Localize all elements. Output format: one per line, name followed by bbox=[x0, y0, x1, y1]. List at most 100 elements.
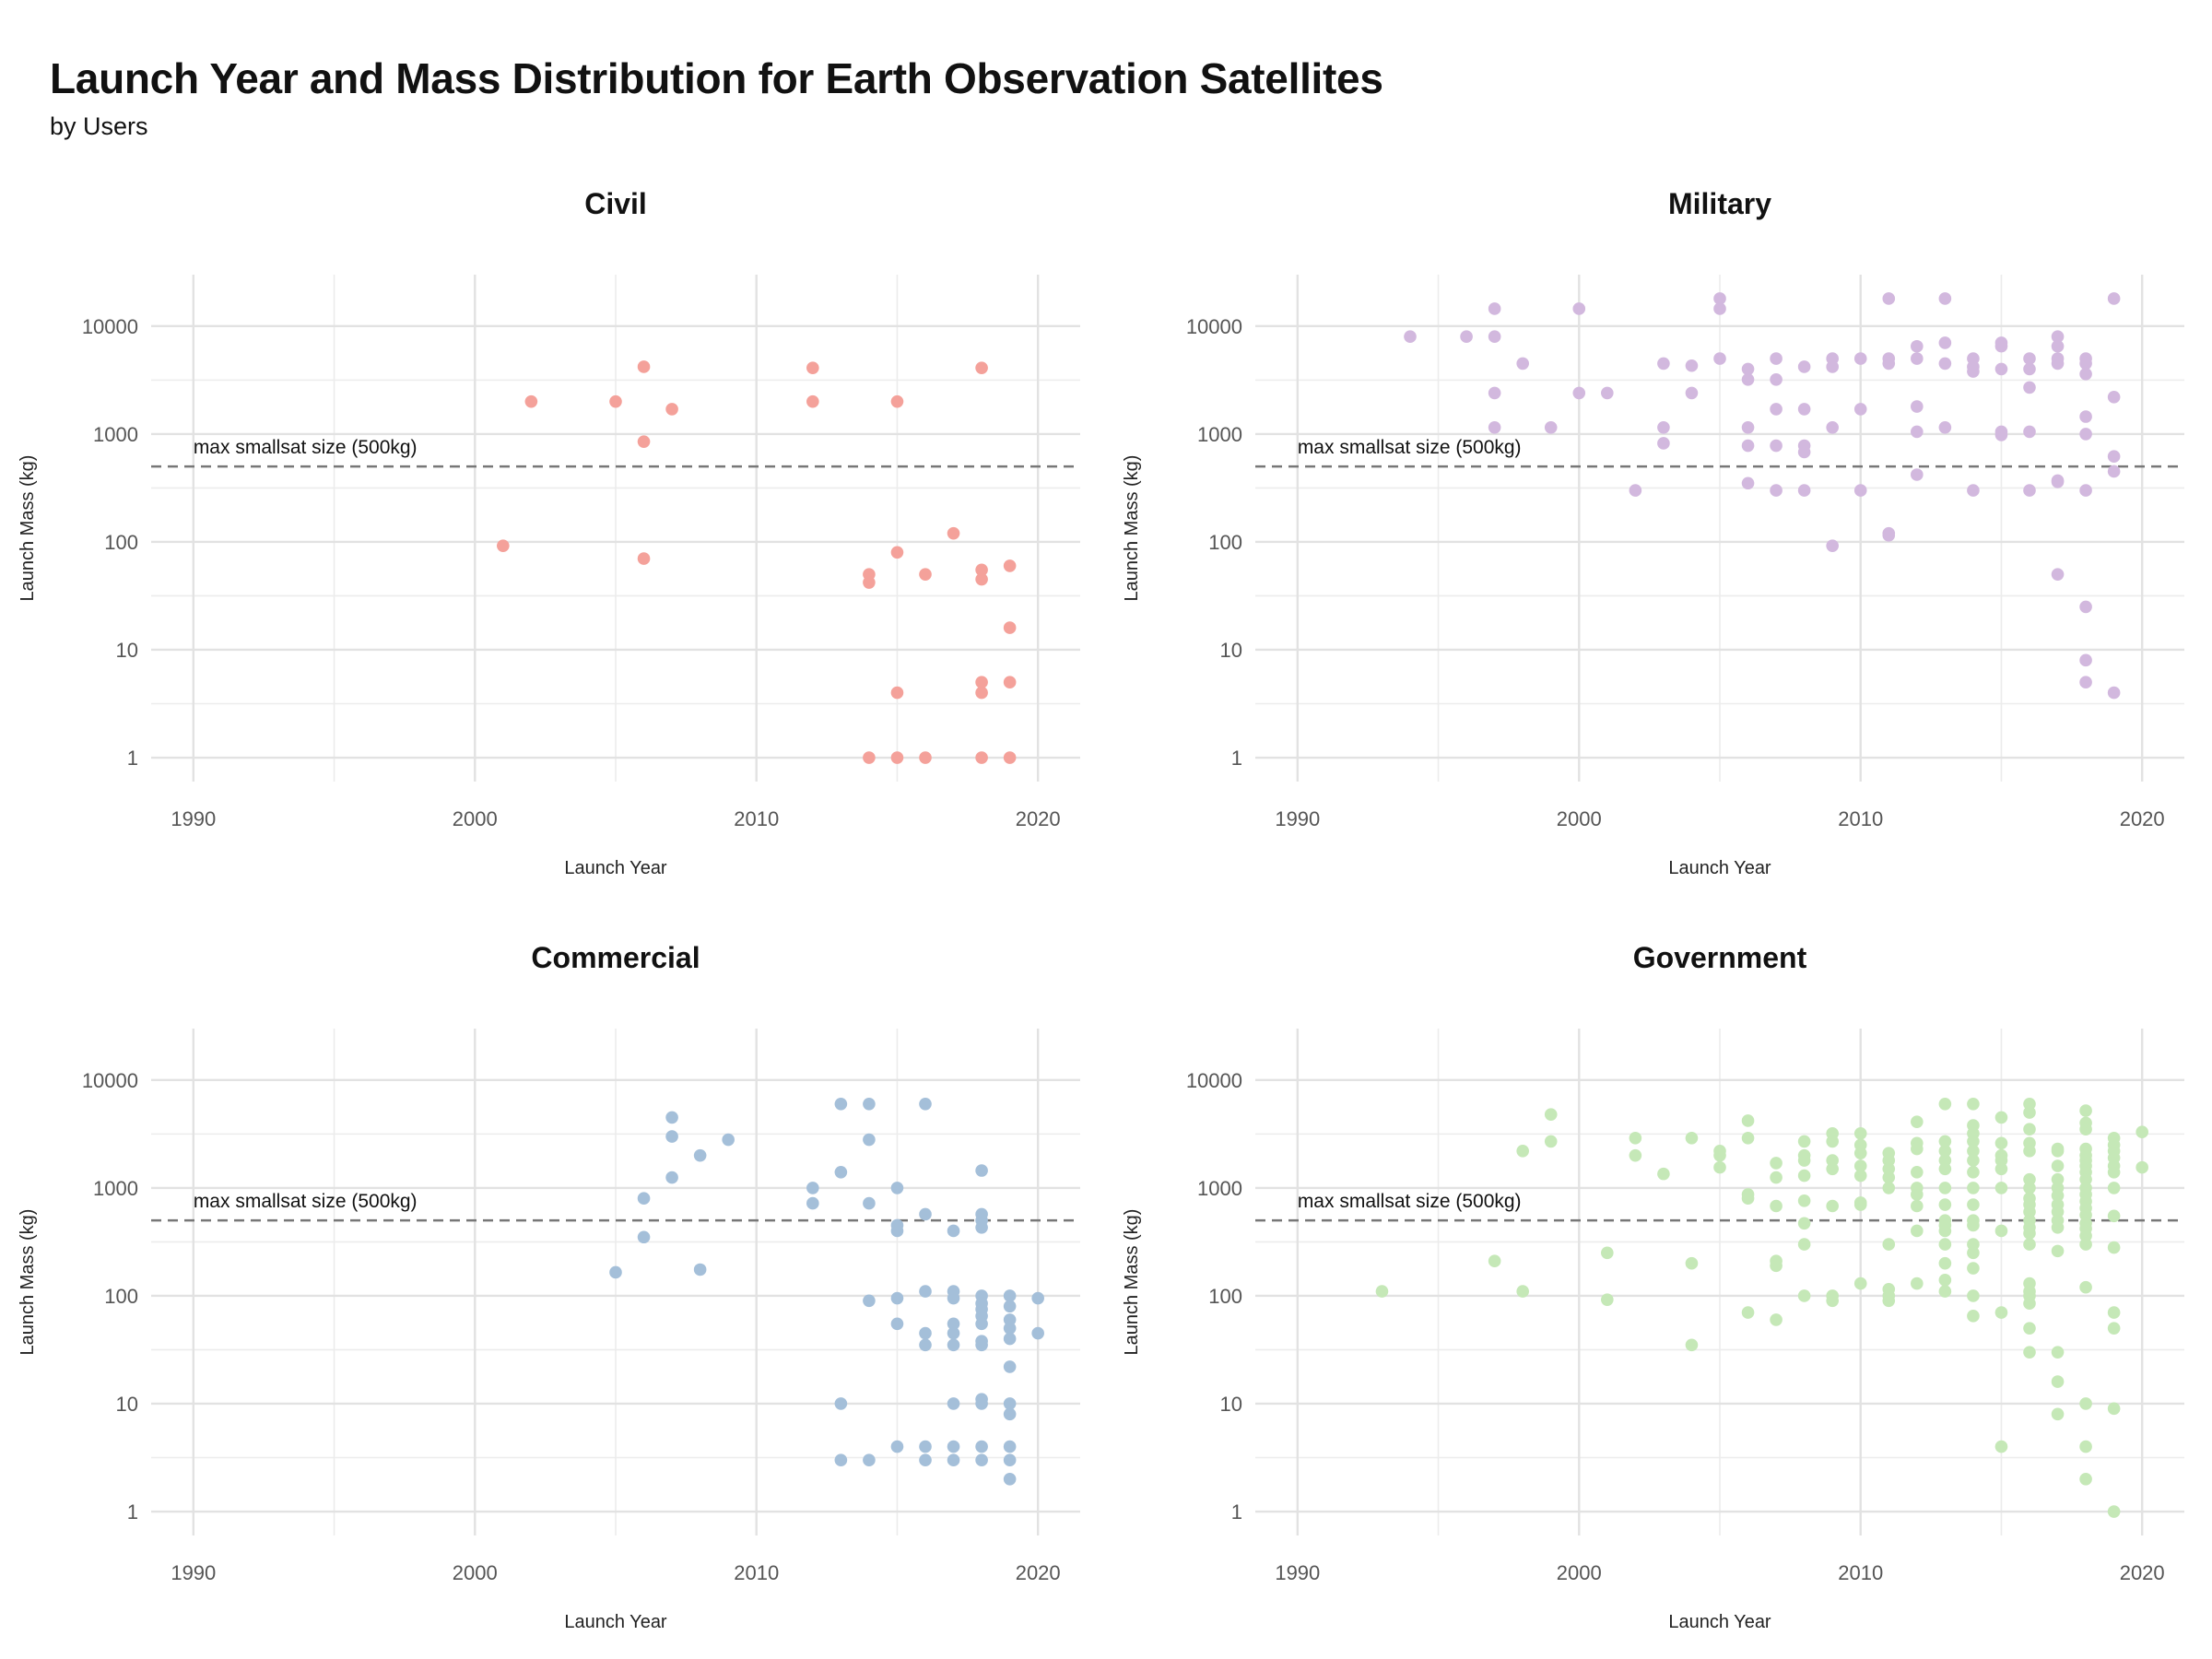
x-tick-label: 1990 bbox=[1275, 807, 1320, 830]
data-point bbox=[975, 1164, 988, 1177]
data-point bbox=[1797, 445, 1811, 459]
data-point bbox=[2079, 484, 2092, 497]
page-subtitle: by Users bbox=[50, 112, 148, 140]
data-point bbox=[975, 1397, 988, 1410]
data-point bbox=[919, 1338, 932, 1352]
data-point bbox=[2023, 425, 2036, 439]
data-point bbox=[1826, 1199, 1839, 1213]
data-point bbox=[1994, 362, 2008, 376]
data-point bbox=[2051, 568, 2065, 581]
data-point bbox=[1770, 484, 1783, 497]
data-point bbox=[1967, 1289, 1980, 1302]
data-point bbox=[665, 1171, 678, 1184]
data-point bbox=[2107, 1402, 2121, 1416]
data-point bbox=[1911, 400, 1924, 413]
y-tick-label: 10000 bbox=[82, 1069, 138, 1092]
data-point bbox=[1003, 1360, 1017, 1373]
data-point bbox=[1994, 1306, 2008, 1319]
data-point bbox=[863, 751, 876, 764]
data-point bbox=[2079, 1123, 2092, 1136]
data-point bbox=[1938, 357, 1952, 371]
panel-government: 1990 2000 2010 2020 1 10 100 1000 10000 max small… bbox=[1122, 941, 2184, 1632]
x-tick-label: 2020 bbox=[1016, 1561, 1061, 1584]
data-point bbox=[975, 572, 988, 586]
data-point bbox=[1488, 386, 1501, 400]
data-point bbox=[975, 563, 988, 577]
x-tick-label: 1990 bbox=[1275, 1561, 1320, 1584]
data-point bbox=[524, 394, 538, 408]
data-point bbox=[1657, 1167, 1670, 1181]
data-point bbox=[1967, 1182, 1980, 1194]
data-point bbox=[637, 360, 651, 373]
data-point bbox=[2079, 367, 2092, 381]
data-point bbox=[2023, 1145, 2036, 1158]
data-point bbox=[1911, 339, 1924, 353]
data-point bbox=[1853, 1277, 1867, 1290]
data-point bbox=[1601, 1246, 1614, 1260]
data-point bbox=[2051, 357, 2065, 371]
data-point bbox=[947, 1397, 960, 1410]
data-point bbox=[2107, 1165, 2121, 1179]
data-point bbox=[637, 1230, 651, 1244]
data-point bbox=[2107, 1505, 2121, 1518]
data-point bbox=[1938, 1098, 1952, 1111]
data-point bbox=[1713, 1160, 1726, 1174]
data-point bbox=[1938, 1274, 1952, 1287]
data-point bbox=[2107, 1182, 2121, 1194]
data-point bbox=[1685, 1338, 1699, 1352]
data-point bbox=[1826, 1135, 1839, 1148]
data-point bbox=[2023, 352, 2036, 365]
y-tick-label: 1000 bbox=[1197, 1177, 1242, 1200]
data-point bbox=[1770, 1157, 1783, 1170]
data-point bbox=[1488, 420, 1501, 434]
data-point bbox=[2023, 484, 2036, 497]
y-tick-label: 10 bbox=[1220, 1393, 1242, 1416]
data-point bbox=[975, 1453, 988, 1466]
data-point bbox=[1713, 1148, 1726, 1162]
data-point bbox=[1826, 1294, 1839, 1308]
data-point bbox=[2107, 1241, 2121, 1254]
y-tick-label: 100 bbox=[104, 1285, 138, 1308]
smallsat-reference-label: max smallsat size (500kg) bbox=[1298, 1191, 1522, 1212]
data-point bbox=[1685, 1131, 1699, 1145]
data-point bbox=[2079, 1440, 2092, 1453]
data-point bbox=[806, 1196, 819, 1210]
data-point bbox=[1911, 1142, 1924, 1156]
data-point bbox=[2079, 410, 2092, 423]
data-point bbox=[1882, 1294, 1896, 1308]
data-point bbox=[2023, 1238, 2036, 1251]
data-point bbox=[890, 686, 904, 700]
data-point bbox=[1853, 1169, 1867, 1182]
data-point bbox=[2023, 1227, 2036, 1240]
data-point bbox=[2051, 1220, 2065, 1234]
data-point bbox=[1911, 1224, 1924, 1238]
data-point bbox=[975, 361, 988, 374]
data-point bbox=[975, 751, 988, 764]
x-tick-label: 1990 bbox=[171, 1561, 216, 1584]
data-point bbox=[1911, 1165, 1924, 1179]
y-tick-label: 100 bbox=[1208, 531, 1242, 554]
data-point bbox=[1003, 621, 1017, 634]
data-point bbox=[693, 1263, 707, 1277]
data-point bbox=[2107, 1209, 2121, 1223]
data-point bbox=[1967, 1218, 1980, 1232]
data-point bbox=[1003, 1397, 1017, 1410]
data-point bbox=[2023, 1106, 2036, 1119]
data-point bbox=[2051, 1159, 2065, 1172]
data-point bbox=[890, 751, 904, 764]
data-point bbox=[834, 1165, 848, 1179]
x-axis-title: Launch Year bbox=[1668, 1612, 1771, 1632]
data-point bbox=[2051, 1189, 2065, 1202]
y-tick-label: 100 bbox=[1208, 1285, 1242, 1308]
y-tick-label: 1000 bbox=[93, 1177, 138, 1200]
data-point bbox=[890, 1291, 904, 1305]
x-axis-title: Launch Year bbox=[564, 858, 667, 878]
data-point bbox=[1797, 1194, 1811, 1207]
data-point bbox=[975, 1440, 988, 1453]
data-point bbox=[1713, 352, 1726, 365]
data-point bbox=[1882, 1238, 1896, 1251]
data-point bbox=[2079, 1472, 2092, 1486]
data-point bbox=[2107, 465, 2121, 478]
data-point bbox=[890, 1224, 904, 1238]
data-point bbox=[1601, 386, 1614, 400]
